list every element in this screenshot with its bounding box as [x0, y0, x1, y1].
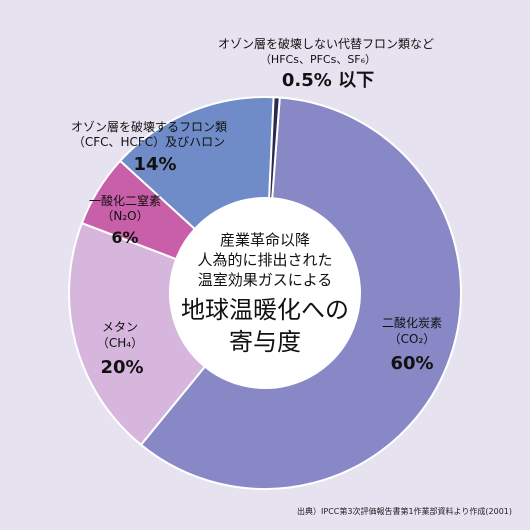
- hfc-name: オゾン層を破壊しない代替フロン類など: [218, 36, 434, 51]
- slice-co2: [139, 96, 462, 490]
- center-title-line-3: 温室効果ガスによる: [198, 271, 333, 289]
- cfc-value-label: 14%: [133, 154, 176, 175]
- hfc-formula: （HFCs、PFCs、SF₆）: [260, 53, 376, 66]
- slice-label-co2: 二酸化炭素 （CO₂） 60%: [382, 315, 442, 374]
- donut-hole: [170, 198, 360, 388]
- co2-formula: （CO₂）: [389, 332, 436, 346]
- center-title-line-1: 産業革命以降: [220, 231, 310, 249]
- center-title-line-2: 人為的に排出された: [197, 251, 332, 269]
- co2-value-label: 60%: [390, 353, 433, 374]
- ch4-value-label: 20%: [100, 357, 143, 378]
- ch4-formula: （CH₄）: [97, 336, 143, 350]
- ch4-name: メタン: [102, 320, 138, 334]
- cfc-formula: （CFC、HCFC）及びハロン: [73, 135, 225, 149]
- center-title-big-2: 寄与度: [229, 328, 301, 356]
- slice-label-n2o: 一酸化二窒素 （N₂O） 6%: [89, 193, 161, 247]
- hfc-value-label: 0.5% 以下: [282, 70, 374, 91]
- slice-label-cfc: オゾン層を破壊するフロン類 （CFC、HCFC）及びハロン 14%: [71, 119, 227, 175]
- donut-slices: [68, 96, 462, 490]
- n2o-value-label: 6%: [111, 228, 138, 247]
- center-title-big-1: 地球温暖化への: [181, 296, 349, 324]
- source-note: 出典）IPCC第3次評価報告書第1作業部資料より作成(2001): [297, 506, 512, 516]
- cfc-name: オゾン層を破壊するフロン類: [71, 119, 227, 134]
- center-title: 産業革命以降 人為的に排出された 温室効果ガスによる 地球温暖化への 寄与度: [181, 231, 349, 356]
- co2-name: 二酸化炭素: [382, 315, 442, 330]
- slice-label-hfc: オゾン層を破壊しない代替フロン類など （HFCs、PFCs、SF₆） 0.5% …: [218, 36, 434, 91]
- n2o-name: 一酸化二窒素: [89, 193, 161, 208]
- slice-label-ch4: メタン （CH₄） 20%: [97, 320, 144, 378]
- n2o-formula: （N₂O）: [101, 209, 148, 223]
